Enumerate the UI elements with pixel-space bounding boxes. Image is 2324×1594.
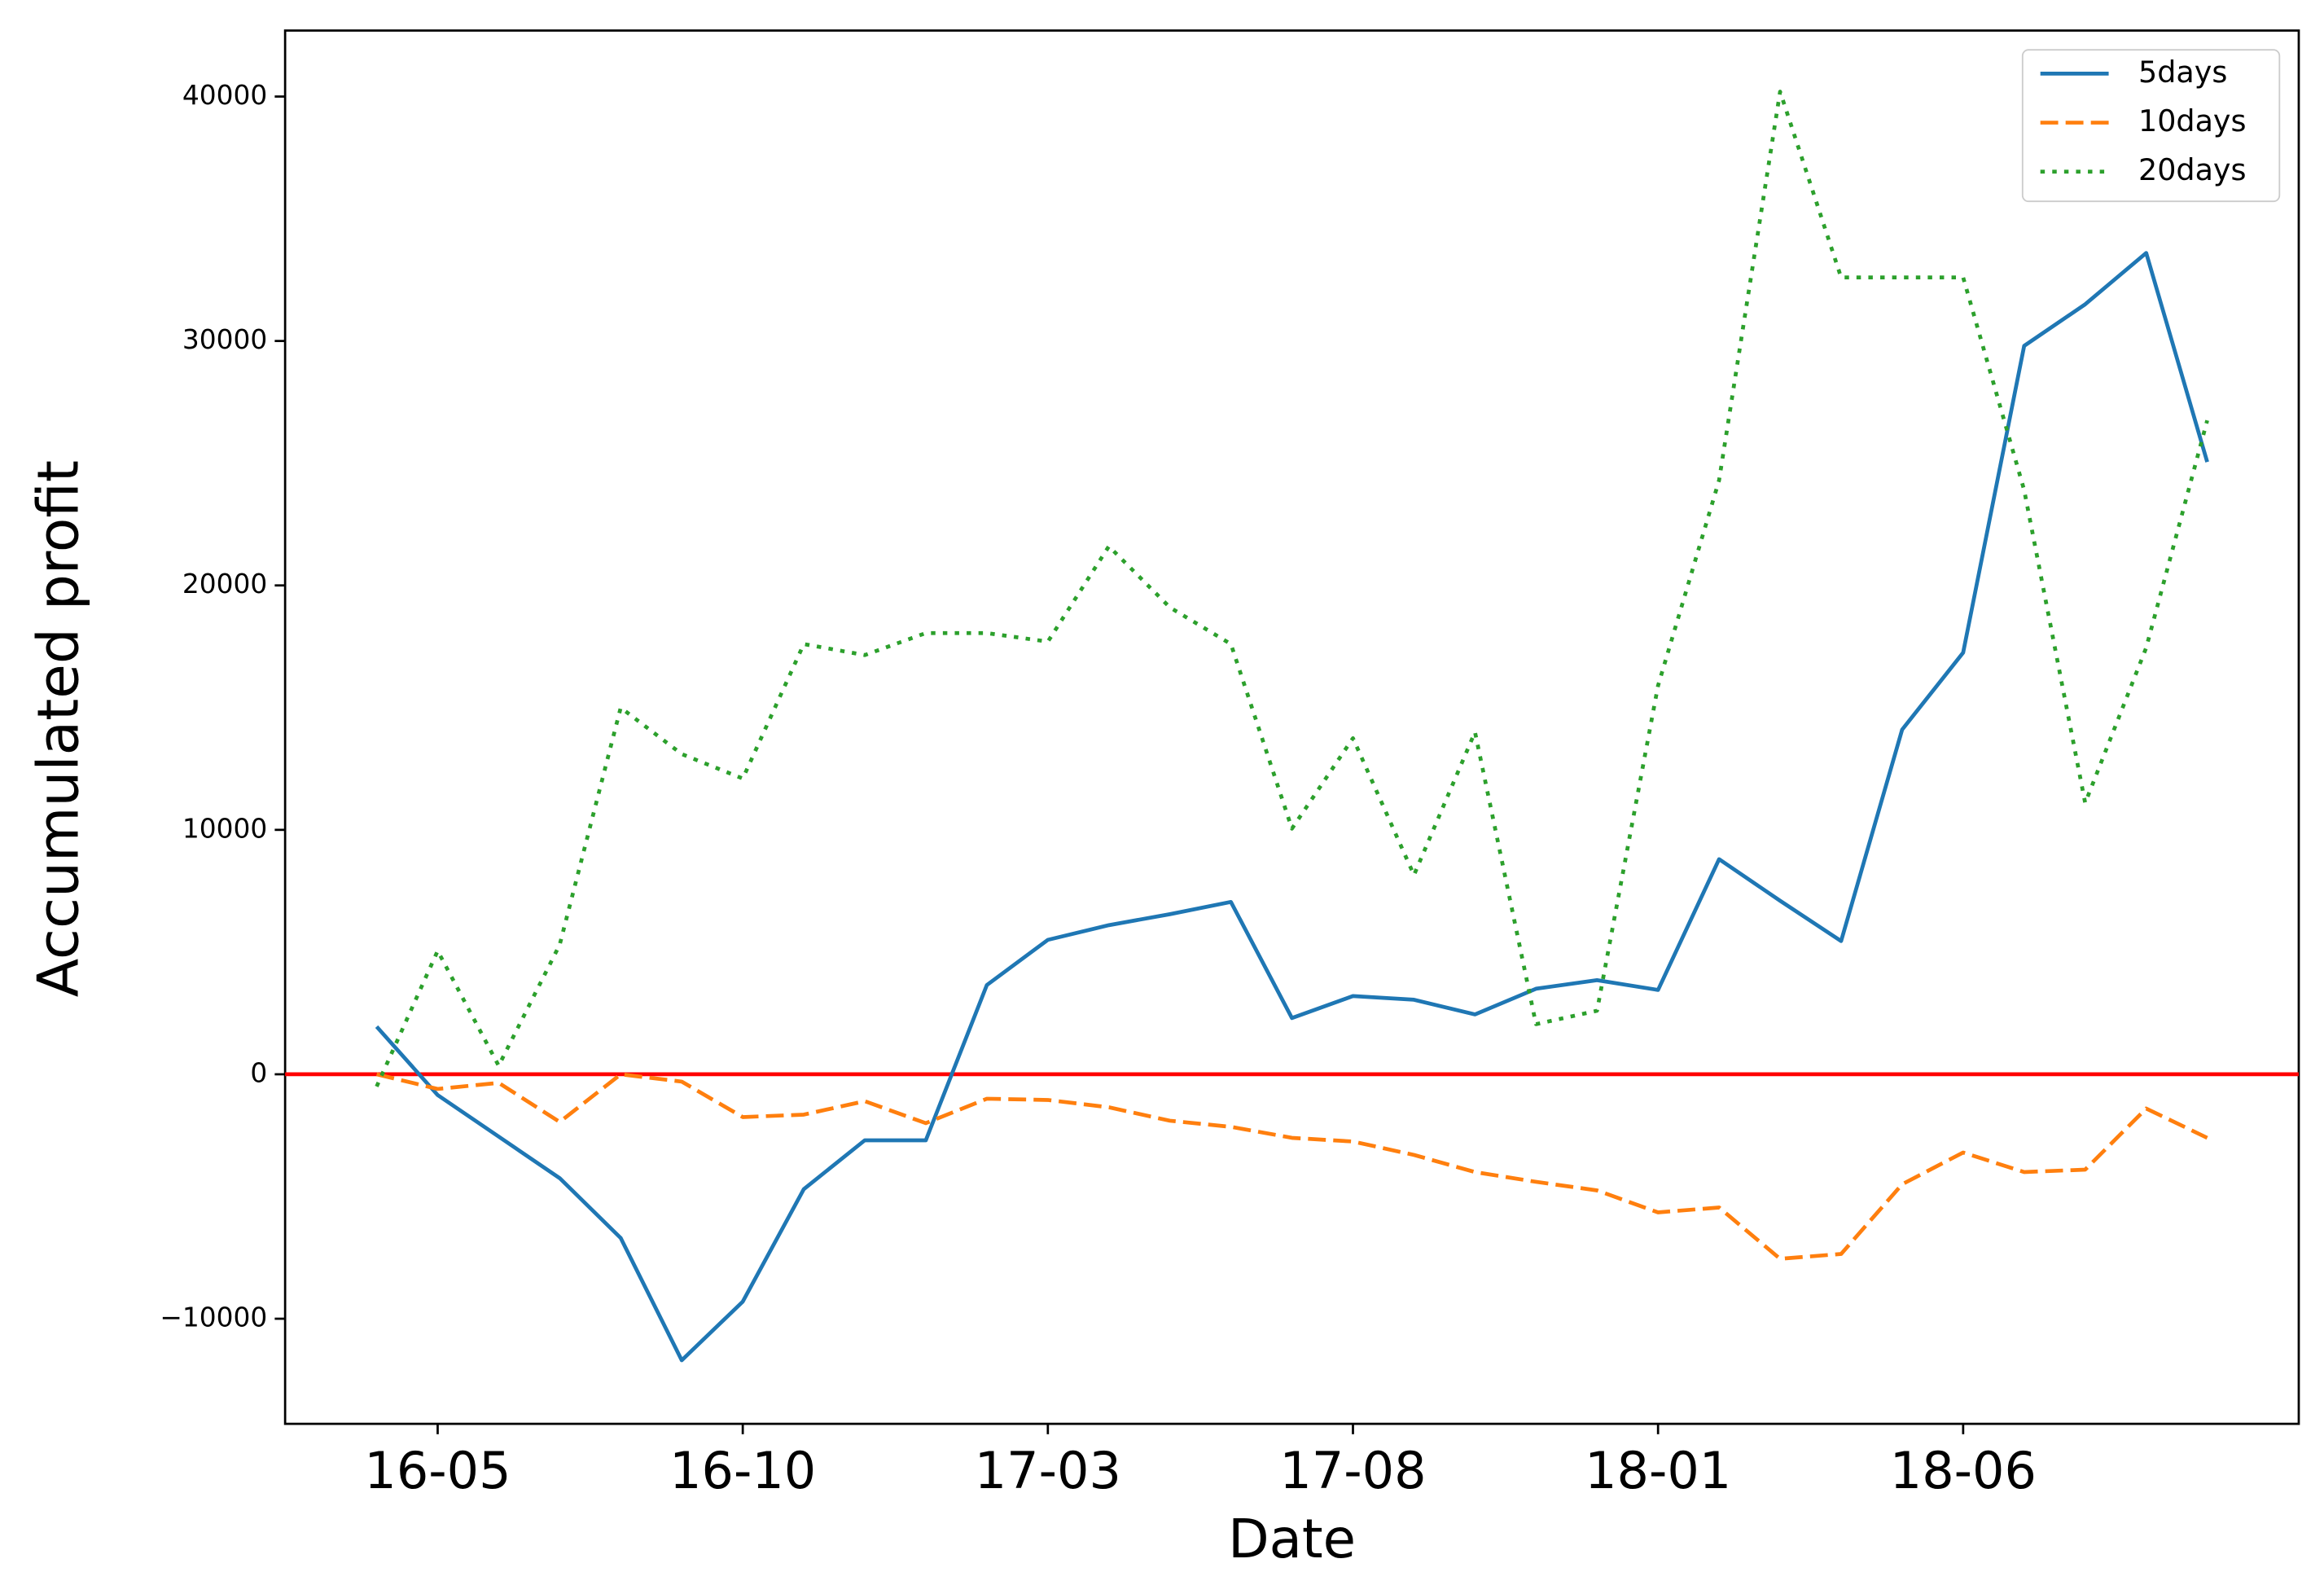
x-tick-label: 16-05 xyxy=(364,1441,511,1500)
y-tick-label: 10000 xyxy=(182,813,267,844)
x-tick-label: 17-08 xyxy=(1279,1441,1426,1500)
x-tick-label: 17-03 xyxy=(975,1441,1121,1500)
y-axis-label: Accumulated profit xyxy=(27,460,92,997)
y-tick-label: 0 xyxy=(250,1057,267,1088)
legend-box xyxy=(2021,49,2281,203)
series-line xyxy=(375,90,2209,1087)
y-tick-label: 30000 xyxy=(182,324,267,355)
plot-frame xyxy=(283,29,2300,1425)
x-tick-label: 16-10 xyxy=(669,1441,816,1500)
x-tick-label: 18-06 xyxy=(1890,1441,2037,1500)
legend-label: 10days xyxy=(2138,103,2246,138)
x-tick-label: 18-01 xyxy=(1585,1441,1731,1500)
legend-label: 5days xyxy=(2138,55,2227,90)
series-line xyxy=(375,1072,2208,1261)
x-axis-label: Date xyxy=(1228,1508,1356,1570)
legend: 5days 10days 20days xyxy=(2021,49,2281,203)
series-line xyxy=(375,251,2209,1363)
y-tick-label: 20000 xyxy=(182,569,267,599)
legend-label: 20days xyxy=(2138,152,2246,187)
y-tick-label: 40000 xyxy=(182,80,267,111)
y-tick-label: −10000 xyxy=(160,1302,267,1333)
